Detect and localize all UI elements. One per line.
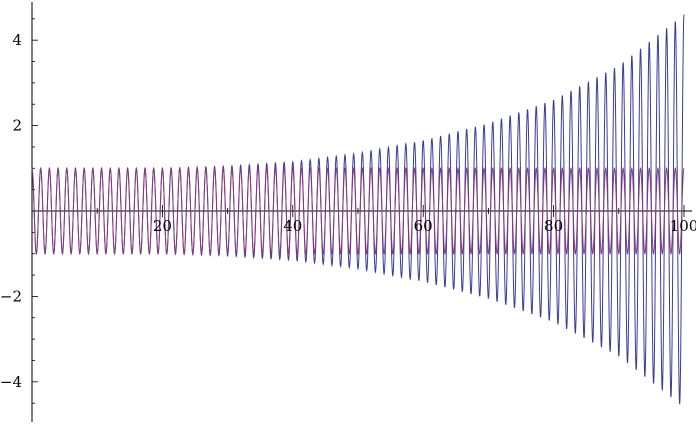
x-tick-label: 100: [670, 217, 696, 235]
y-tick-label: −2: [0, 287, 22, 305]
y-tick-label: 4: [12, 31, 22, 49]
series-line-2: [31, 166, 685, 256]
x-tick-label: 20: [153, 217, 172, 235]
tick-labels: 20 40 60 80 100 −4 −2 2 4: [0, 31, 696, 391]
x-tick-label: 60: [414, 217, 433, 235]
x-tick-label: 80: [544, 217, 563, 235]
x-tick-label: 40: [283, 217, 302, 235]
y-tick-label: 2: [12, 117, 22, 135]
axes: [31, 2, 692, 422]
series-layer: [31, 14, 685, 405]
y-tick-label: −4: [0, 373, 22, 391]
